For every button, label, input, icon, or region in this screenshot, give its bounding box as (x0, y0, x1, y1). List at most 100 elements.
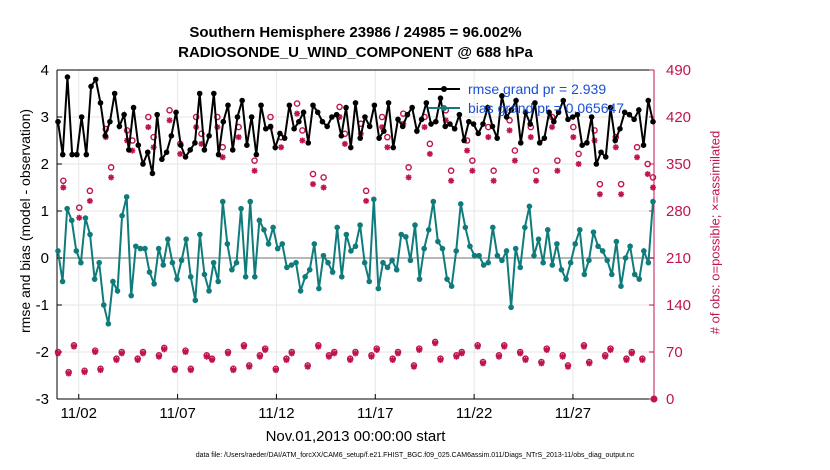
obs-assimilated-point (634, 154, 641, 161)
rmse-series-point (414, 128, 420, 134)
obs-assimilated-point (379, 124, 386, 131)
bias-series-point (91, 276, 98, 282)
bias-series-point (590, 229, 597, 235)
x-axis-label: Nov.01,2013 00:00:00 start (265, 428, 446, 445)
bias-series-point (549, 262, 556, 268)
bias-series-point (306, 266, 313, 273)
rmse-series-point (551, 118, 557, 125)
obs-possible-point (511, 147, 519, 154)
bias-series-point (448, 283, 455, 290)
bias-series-point (256, 217, 263, 224)
obs-assimilated-point (320, 184, 327, 191)
obs-possible-point (60, 177, 67, 185)
rmse-series-point (395, 116, 401, 123)
obs-assimilated-point (395, 350, 401, 357)
bias-series-point (531, 252, 537, 259)
obs-possible-point (575, 150, 582, 158)
obs-assimilated-point (225, 350, 231, 357)
rmse-series-point (314, 109, 321, 116)
rmse-series-point (631, 116, 637, 123)
bias-series-point (357, 222, 363, 228)
rmse-series-point (569, 114, 576, 120)
obs-assimilated-point (352, 350, 359, 357)
rmse-series-point (480, 121, 486, 127)
rmse-series-point (404, 111, 411, 118)
obs-assimilated-point (628, 350, 635, 357)
obs-assimilated-point (448, 177, 455, 184)
obs-assimilated-point (140, 350, 146, 357)
rmse-series-point (362, 114, 368, 120)
obs-assimilated-point (108, 174, 115, 181)
obs-possible-point (384, 133, 391, 141)
obs-assimilated-point (262, 346, 269, 353)
bias-series-point (293, 259, 299, 266)
rmse-series-point (621, 109, 628, 116)
obs-assimilated-point (522, 357, 529, 364)
obs-assimilated-point (294, 110, 301, 117)
rmse-series-point (428, 121, 434, 127)
rmse-series-point (88, 83, 94, 90)
rmse-series-point (173, 109, 179, 116)
data-file-footnote: data file: /Users/raeder/DAI/ATM_forcXX/… (195, 452, 635, 459)
rmse-series-point (598, 149, 604, 156)
obs-assimilated-point (554, 167, 561, 174)
rmse-series-point (239, 97, 245, 104)
obs-assimilated-point (618, 191, 625, 198)
bias-series-point (389, 257, 395, 264)
obs-assimilated-point (65, 370, 72, 377)
obs-possible-point (506, 117, 513, 124)
bias-series-point (508, 304, 514, 311)
rmse-series-point (97, 100, 104, 106)
bias-series-point (526, 203, 533, 210)
rmse-series-point (296, 118, 302, 125)
rmse-series-point (447, 121, 453, 127)
obs-assimilated-point (580, 343, 587, 350)
obs-possible-point (447, 167, 455, 175)
rmse-series-point (159, 156, 165, 163)
bias-series-point (274, 245, 281, 252)
obs-assimilated-point (219, 154, 226, 161)
rmse-series-point (517, 140, 524, 146)
bias-series-point (105, 321, 112, 327)
obs-assimilated-point (304, 363, 311, 370)
obs-possible-point (320, 174, 327, 181)
bias-series-point (96, 259, 102, 266)
y-tick-label-right: 350 (666, 156, 691, 173)
bias-series-point (586, 257, 592, 264)
obs-assimilated-point (182, 349, 189, 355)
obs-assimilated-point (506, 127, 513, 134)
rmse-series-point (135, 142, 142, 148)
rmse-series-point (385, 100, 392, 106)
obs-possible-point (107, 164, 115, 171)
obs-assimilated-point (517, 350, 524, 357)
rmse-series-point (456, 111, 463, 118)
rmse-series-point (352, 100, 359, 106)
bias-series-point (348, 248, 354, 254)
bias-series-point (78, 259, 84, 266)
rmse-series-point (503, 114, 510, 120)
obs-assimilated-point (92, 349, 99, 355)
bias-series-point (563, 276, 569, 282)
rmse-series-point (343, 104, 349, 111)
rmse-series-point (338, 133, 345, 139)
obs-assimilated-point (442, 117, 449, 124)
rmse-series-point (546, 109, 552, 116)
legend-rmse-label: rmse grand pr = 2.939 (468, 81, 606, 97)
rmse-series-point (281, 135, 288, 141)
bias-series-point (407, 257, 414, 264)
bias-series-point (650, 198, 656, 205)
rmse-series-point (584, 140, 590, 146)
obs-assimilated-point (283, 357, 290, 364)
obs-possible-point (633, 143, 641, 151)
y-tick-label-left: 4 (41, 62, 49, 79)
obs-possible-point (336, 103, 343, 111)
obs-possible-point (293, 100, 301, 107)
bias-series-point (174, 276, 180, 282)
rmse-series-point (347, 144, 354, 151)
rmse-series-point (177, 142, 184, 148)
obs-assimilated-point (129, 147, 136, 154)
obs-assimilated-point (55, 350, 61, 357)
bias-series-point (270, 224, 276, 231)
obs-assimilated-point (474, 343, 481, 350)
bias-series-point (631, 271, 638, 278)
